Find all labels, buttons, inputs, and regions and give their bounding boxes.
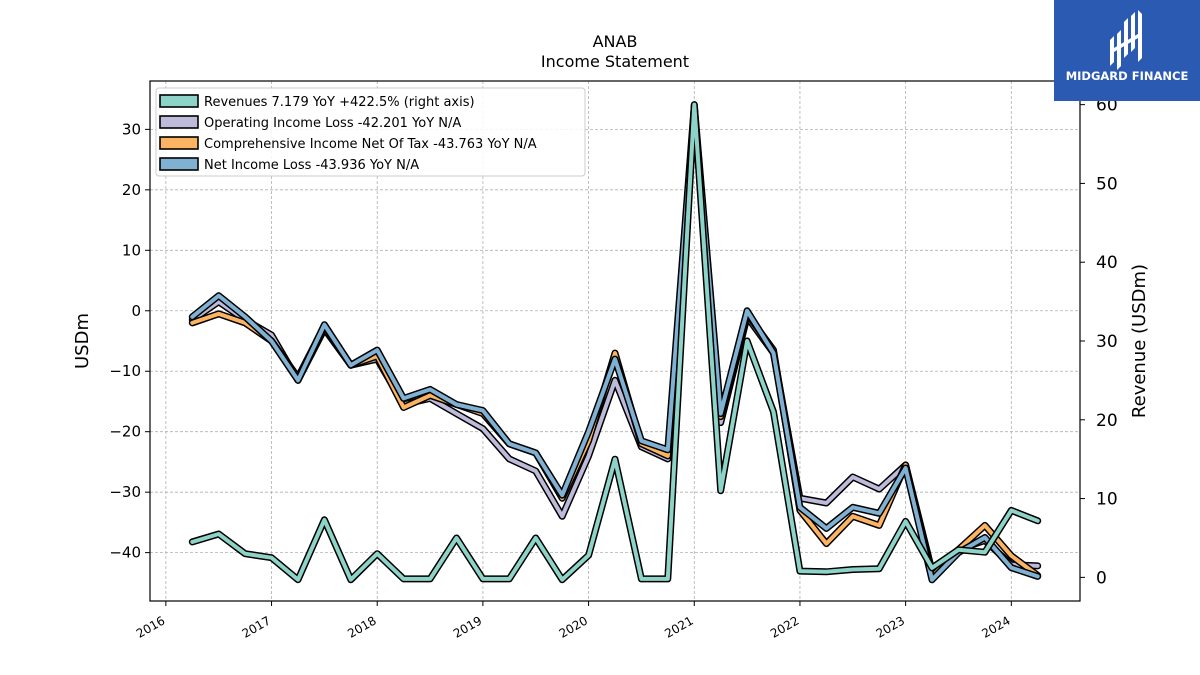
x-tick-label: 2024 [979, 613, 1012, 640]
chart-title: ANAB [593, 32, 638, 51]
logo: MIDGARD FINANCE [1054, 0, 1200, 101]
y-tick-label: −20 [109, 423, 141, 441]
y-tick-label: −40 [109, 544, 141, 562]
x-tick-label: 2016 [134, 613, 167, 640]
legend-label: Revenues 7.179 YoY +422.5% (right axis) [204, 95, 475, 110]
y2-tick-label: 20 [1096, 411, 1118, 431]
y-axis-label: USDm [72, 313, 93, 369]
legend-item: Operating Income Loss -42.201 YoY N/A [159, 115, 461, 131]
y-tick-label: −30 [109, 483, 141, 501]
legend-swatch [159, 157, 199, 171]
y2-axis-label: Revenue (USDm) [1129, 264, 1150, 418]
x-tick-label: 2022 [768, 613, 801, 640]
y-tick-label: 20 [122, 181, 141, 199]
y-tick-label: −10 [109, 362, 141, 380]
series-3 [188, 101, 1042, 584]
legend-item: Revenues 7.179 YoY +422.5% (right axis) [159, 94, 475, 110]
x-tick-label: 2021 [662, 613, 695, 640]
legend-label: Comprehensive Income Net Of Tax -43.763 … [204, 137, 537, 152]
y2-tick-label: 30 [1096, 332, 1118, 352]
series-0 [188, 101, 1042, 584]
chart-subtitle: Income Statement [541, 52, 689, 71]
y2-tick-label: 10 [1096, 490, 1118, 510]
logo-mark-icon [1110, 10, 1142, 70]
logo-text: MIDGARD FINANCE [1066, 69, 1189, 83]
legend-box [155, 87, 586, 177]
y-axis-left: 30 20 10 0 −10 −20 −30 −40 [109, 120, 150, 562]
y2-tick-label: 50 [1096, 174, 1118, 194]
legend-swatch [159, 94, 199, 108]
y-tick-label: 10 [122, 241, 141, 259]
x-tick-label: 2020 [557, 613, 590, 640]
y2-tick-label: 40 [1096, 253, 1118, 273]
legend-label: Operating Income Loss -42.201 YoY N/A [204, 116, 461, 131]
x-axis: 2016 2017 2018 2019 2020 2021 2022 2023 2024 [134, 601, 1013, 641]
x-tick-label: 2019 [451, 613, 484, 640]
legend-item: Comprehensive Income Net Of Tax -43.763 … [159, 136, 537, 152]
legend: Revenues 7.179 YoY +422.5% (right axis) O… [155, 87, 586, 177]
y-tick-label: 0 [131, 302, 141, 320]
y-tick-label: 30 [122, 120, 141, 138]
series-layer [188, 101, 1042, 584]
x-tick-label: 2017 [240, 613, 273, 640]
x-tick-label: 2018 [345, 613, 378, 640]
legend-swatch [159, 136, 199, 150]
legend-swatch [159, 115, 199, 129]
legend-item: Net Income Loss -43.936 YoY N/A [159, 157, 419, 173]
x-tick-label: 2023 [874, 613, 907, 640]
y2-tick-label: 0 [1096, 568, 1107, 588]
legend-label: Net Income Loss -43.936 YoY N/A [204, 158, 419, 173]
